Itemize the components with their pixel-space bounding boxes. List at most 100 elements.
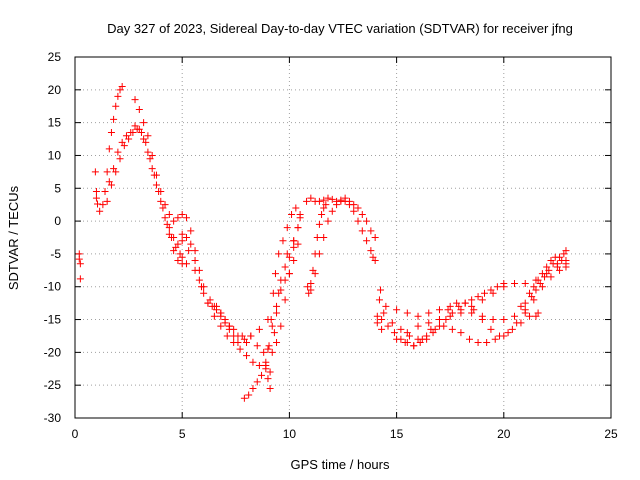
data-point bbox=[307, 286, 315, 294]
data-point bbox=[266, 384, 274, 392]
data-point bbox=[328, 195, 336, 203]
data-point bbox=[217, 322, 225, 330]
data-point bbox=[260, 348, 268, 356]
data-point bbox=[481, 289, 489, 297]
data-point bbox=[448, 325, 456, 333]
data-point bbox=[152, 171, 160, 179]
data-point bbox=[191, 256, 199, 264]
data-point bbox=[294, 224, 302, 232]
data-point bbox=[380, 309, 388, 317]
data-point bbox=[182, 214, 190, 222]
y-tick-label: -15 bbox=[44, 313, 62, 327]
data-point bbox=[103, 168, 111, 176]
data-point bbox=[345, 197, 353, 205]
data-point bbox=[489, 289, 497, 297]
data-point bbox=[253, 378, 261, 386]
data-point bbox=[277, 322, 285, 330]
data-point bbox=[273, 302, 281, 310]
data-point bbox=[94, 200, 102, 208]
data-point bbox=[562, 256, 570, 264]
data-point bbox=[140, 135, 148, 143]
data-point bbox=[478, 296, 486, 304]
data-point bbox=[105, 178, 113, 186]
data-point bbox=[131, 122, 139, 130]
data-point bbox=[390, 329, 398, 337]
data-point bbox=[288, 211, 296, 219]
data-point bbox=[425, 309, 433, 317]
data-point bbox=[303, 197, 311, 205]
data-point bbox=[75, 255, 83, 263]
data-point bbox=[268, 348, 276, 356]
y-tick-label: -5 bbox=[50, 247, 61, 261]
data-point bbox=[118, 83, 126, 91]
data-point bbox=[170, 234, 178, 241]
data-point bbox=[500, 283, 508, 291]
data-point bbox=[273, 309, 281, 317]
data-point bbox=[440, 322, 448, 330]
x-tick-label: 0 bbox=[72, 427, 79, 441]
y-tick-label: 25 bbox=[48, 50, 62, 64]
data-point bbox=[135, 106, 143, 114]
data-point bbox=[91, 168, 99, 176]
data-point bbox=[403, 329, 411, 337]
data-point bbox=[511, 279, 519, 287]
data-point bbox=[547, 273, 555, 281]
data-point bbox=[444, 306, 452, 314]
data-point bbox=[225, 322, 233, 330]
data-point bbox=[358, 211, 366, 219]
data-point bbox=[483, 339, 491, 347]
data-point bbox=[195, 276, 203, 284]
data-point bbox=[76, 260, 84, 268]
data-point bbox=[350, 207, 358, 215]
data-point bbox=[105, 145, 113, 153]
x-tick-label: 20 bbox=[497, 427, 511, 441]
data-point bbox=[478, 316, 486, 324]
data-point bbox=[313, 234, 321, 241]
data-point bbox=[182, 260, 190, 268]
data-point bbox=[185, 247, 193, 255]
data-point bbox=[341, 194, 349, 202]
data-point bbox=[221, 319, 229, 327]
data-point bbox=[294, 240, 302, 248]
data-point bbox=[127, 128, 135, 136]
x-tick-label: 25 bbox=[604, 427, 618, 441]
data-point bbox=[354, 217, 362, 225]
grid-lines bbox=[75, 57, 611, 418]
data-point bbox=[191, 266, 199, 274]
data-point bbox=[290, 256, 298, 264]
data-point bbox=[281, 296, 289, 304]
data-point bbox=[174, 214, 182, 222]
data-point bbox=[249, 358, 257, 366]
data-point bbox=[318, 211, 326, 219]
data-point bbox=[496, 332, 504, 340]
data-point bbox=[465, 335, 473, 343]
data-point bbox=[281, 263, 289, 271]
data-point bbox=[165, 224, 173, 232]
data-point bbox=[122, 132, 130, 140]
data-point bbox=[285, 270, 293, 278]
data-point bbox=[414, 312, 422, 320]
data-point bbox=[262, 358, 270, 366]
data-point bbox=[255, 361, 263, 369]
plot-frame bbox=[74, 56, 612, 419]
data-point bbox=[178, 253, 186, 261]
data-point bbox=[114, 148, 122, 156]
data-point bbox=[118, 138, 126, 146]
x-tick-label: 15 bbox=[390, 427, 404, 441]
data-point bbox=[275, 250, 283, 258]
data-point bbox=[521, 306, 529, 314]
data-point bbox=[187, 227, 195, 235]
data-point bbox=[258, 371, 266, 379]
data-point bbox=[200, 289, 208, 297]
data-point bbox=[271, 270, 279, 278]
data-point bbox=[110, 165, 118, 173]
data-point bbox=[423, 332, 431, 340]
data-point bbox=[311, 270, 319, 278]
data-point bbox=[76, 275, 84, 283]
data-point bbox=[96, 207, 104, 215]
data-point bbox=[382, 302, 390, 310]
data-point bbox=[427, 325, 435, 333]
data-point bbox=[410, 342, 418, 350]
data-point bbox=[114, 92, 122, 100]
data-point bbox=[255, 325, 263, 333]
